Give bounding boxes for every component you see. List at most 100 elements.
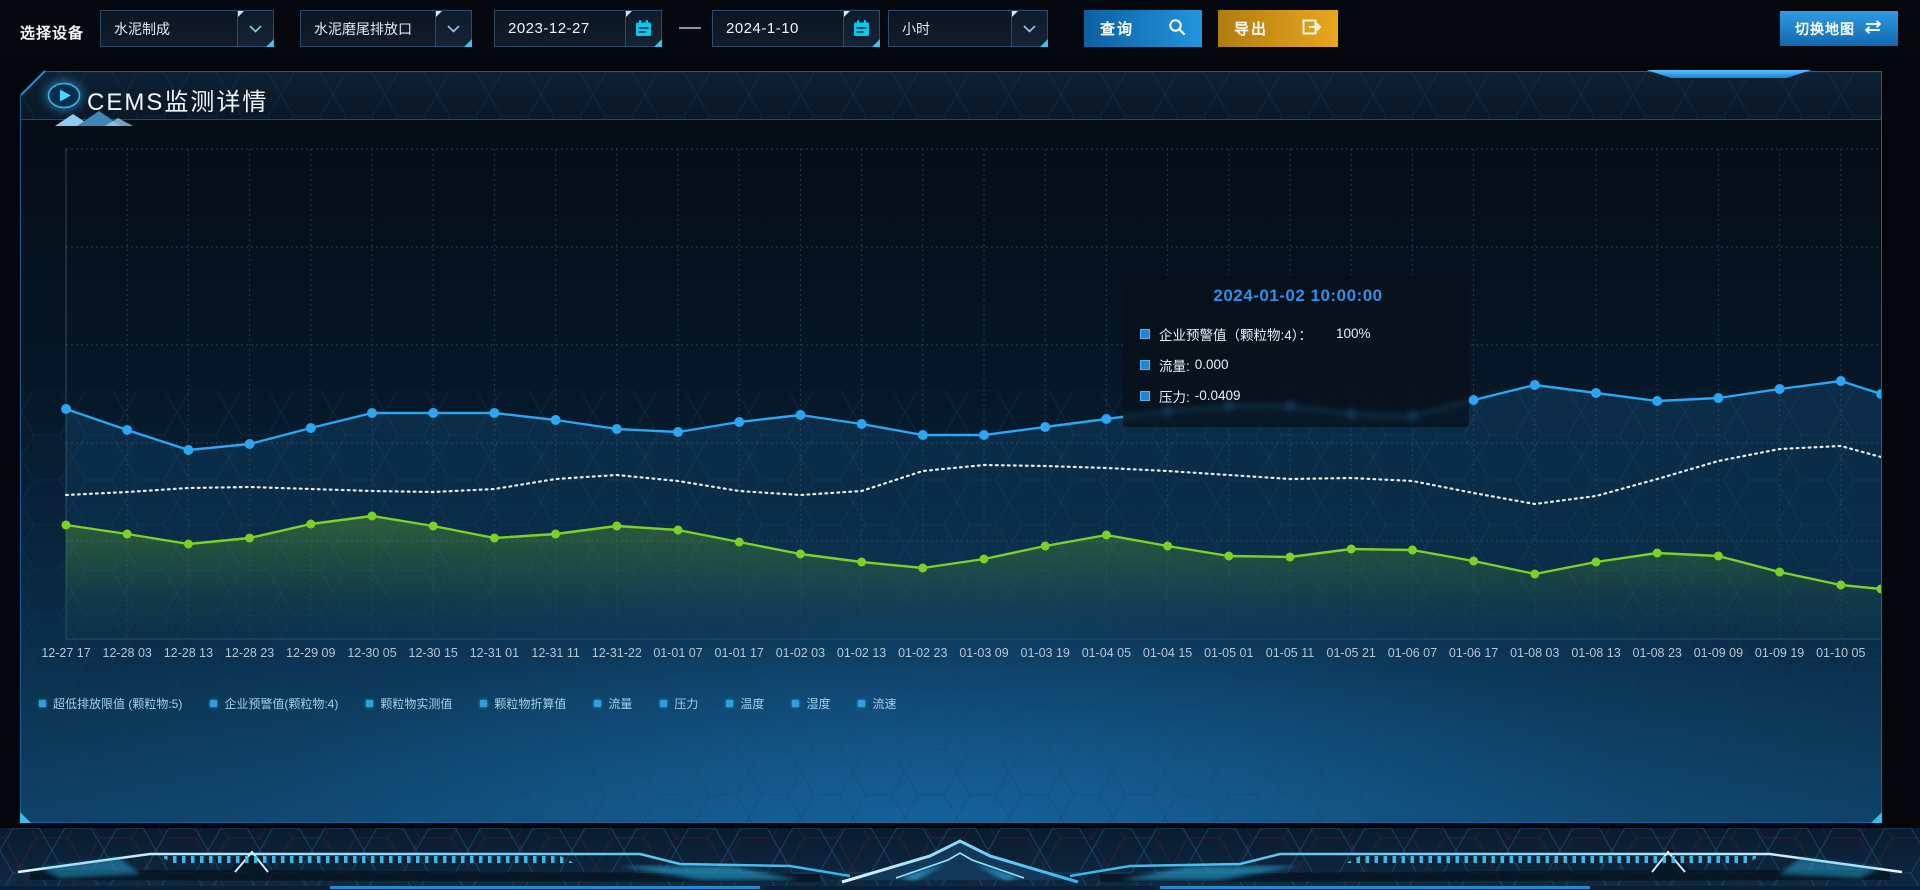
chevron-down-icon[interactable] (1011, 11, 1047, 46)
x-axis-label: 01-04 15 (1143, 646, 1192, 660)
switch-map-label: 切换地图 (1795, 20, 1855, 37)
tooltip-label: 压力: (1159, 389, 1190, 405)
x-axis-label: 12-27 17 (41, 646, 90, 660)
x-axis-label: 01-05 11 (1266, 646, 1314, 660)
x-axis-label: 12-31 11 (531, 646, 579, 660)
tooltip-timestamp: 2024-01-02 10:00:00 (1213, 286, 1383, 305)
x-axis-label: 01-03 19 (1021, 646, 1070, 660)
x-axis-label: 01-02 23 (898, 646, 947, 660)
device-select[interactable]: 水泥制成 (100, 10, 274, 47)
end-date-value: 2024-1-10 (726, 20, 799, 37)
x-axis-label: 01-05 21 (1327, 646, 1376, 660)
x-axis-label: 12-30 05 (347, 646, 396, 660)
tooltip-marker-icon (1140, 328, 1150, 339)
legend-item[interactable]: 流速 (858, 695, 896, 712)
x-axis-label: 01-02 03 (776, 646, 825, 660)
legend-label: 流量 (608, 697, 633, 711)
hexagon-pattern (21, 72, 1881, 120)
x-axis-label: 01-04 05 (1082, 646, 1131, 660)
legend-label: 颗粒物实测值 (380, 697, 453, 711)
tooltip-marker-icon (1140, 390, 1150, 401)
tooltip-row: 压力: -0.0409 (1140, 380, 1455, 411)
legend-item[interactable]: 颗粒物实测值 (366, 695, 452, 712)
tooltip-row: 流量: 0.000 (1140, 349, 1455, 380)
legend-marker-icon (39, 700, 46, 707)
x-axis-label: 12-29 09 (286, 646, 335, 660)
legend-label: 超低排放限值 (颗粒物:5) (53, 697, 183, 711)
tooltip-row: 企业预警值（颗粒物:4）： 100% (1140, 318, 1455, 349)
x-axis-label: 01-06 17 (1449, 646, 1498, 660)
device-select-value: 水泥制成 (114, 20, 170, 37)
switch-map-button[interactable]: 切换地图 (1780, 11, 1898, 46)
legend-item[interactable]: 温度 (726, 695, 764, 712)
calendar-icon[interactable] (625, 11, 661, 46)
x-axis-label: 12-30 15 (409, 646, 458, 660)
x-axis-label: 01-08 03 (1510, 646, 1559, 660)
x-axis-label: 01-09 19 (1755, 646, 1804, 660)
interval-select[interactable]: 小时 (888, 10, 1048, 47)
legend-item[interactable]: 颗粒物折算值 (480, 695, 566, 712)
cems-line-chart[interactable]: 12-27 17 12-28 03 12-28 13 12-28 23 12-29 09… (21, 120, 1881, 823)
date-range-separator (679, 27, 701, 29)
x-axis-label: 12-28 13 (164, 646, 213, 660)
export-icon (1302, 18, 1322, 40)
legend-label: 压力 (674, 697, 699, 711)
tooltip-label: 企业预警值（颗粒物:4）： (1159, 327, 1313, 343)
legend-marker-icon (726, 700, 734, 707)
play-icon (47, 82, 81, 109)
legend-item[interactable]: 企业预警值(颗粒物:4) (210, 695, 338, 712)
page-title: CEMS监测详情 (87, 89, 269, 116)
x-axis-label: 01-08 23 (1633, 646, 1682, 660)
series-line (64, 444, 1881, 506)
outlet-select[interactable]: 水泥磨尾排放口 (300, 10, 472, 47)
legend-marker-icon (792, 700, 800, 707)
device-select-label: 选择设备 (20, 25, 85, 42)
x-axis-label: 12-28 23 (225, 646, 274, 660)
legend-item[interactable]: 湿度 (792, 695, 830, 712)
legend-marker-icon (210, 700, 218, 707)
x-axis-label: 01-09 09 (1694, 646, 1743, 660)
x-axis-label: 12-28 03 (103, 646, 152, 660)
legend-item[interactable]: 压力 (660, 695, 698, 712)
chevron-down-icon[interactable] (435, 11, 471, 46)
end-date-input[interactable]: 2024-1-10 (712, 10, 880, 47)
start-date-input[interactable]: 2023-12-27 (494, 10, 662, 47)
swap-arrows-icon (1863, 20, 1883, 37)
x-axis-label: 01-10 05 (1816, 646, 1865, 660)
legend-marker-icon (594, 700, 602, 707)
legend-marker-icon (660, 700, 668, 707)
x-axis-label: 01-05 01 (1204, 646, 1253, 660)
panel-corner-accent (20, 812, 31, 823)
legend-label: 温度 (740, 697, 765, 711)
export-button[interactable]: 导出 (1218, 10, 1338, 47)
panel-header: CEMS监测详情 (21, 70, 1881, 126)
legend-marker-icon (480, 700, 488, 707)
x-axis-label: 01-08 13 (1571, 646, 1620, 660)
chart-area: 12-27 17 12-28 03 12-28 13 12-28 23 12-29 09… (21, 120, 1881, 823)
calendar-icon[interactable] (843, 11, 879, 46)
legend-item[interactable]: 流量 (594, 695, 632, 712)
x-axis-label: 12-31 01 (470, 646, 519, 660)
cems-panel: CEMS监测详情 (20, 70, 1882, 823)
tooltip-value: 0.000 (1194, 357, 1229, 372)
top-toolbar: 选择设备 水泥制成 水泥磨尾排放口 2023-12-27 2024-1-10 (0, 0, 1920, 58)
tooltip-label: 流量: (1159, 358, 1190, 374)
tooltip-marker-icon (1140, 359, 1150, 370)
legend-marker-icon (858, 700, 866, 707)
legend-label: 流速 (872, 697, 897, 711)
x-axis-label: 01-01 07 (653, 646, 702, 660)
legend-marker-icon (366, 700, 374, 707)
x-axis-label: 01-01 17 (715, 646, 764, 660)
legend-label: 湿度 (806, 697, 831, 711)
chart-tooltip: 2024-01-02 10:00:00 企业预警值（颗粒物:4）： 100% 流量:… (1123, 275, 1469, 427)
chevron-down-icon[interactable] (237, 11, 273, 46)
x-axis-label: 01-02 13 (837, 646, 886, 660)
query-button[interactable]: 查询 (1084, 10, 1202, 47)
legend-item[interactable]: 超低排放限值 (颗粒物:5) (39, 695, 182, 712)
x-axis-label: 12-31-22 (592, 646, 642, 660)
query-button-label: 查询 (1100, 21, 1135, 38)
tooltip-value: 100% (1336, 326, 1371, 341)
interval-select-value: 小时 (902, 20, 930, 37)
panel-corner-accent (1871, 812, 1882, 823)
